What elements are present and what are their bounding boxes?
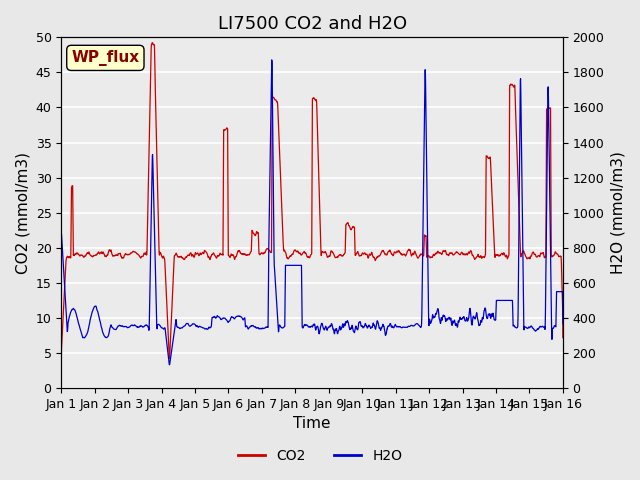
Y-axis label: H2O (mmol/m3): H2O (mmol/m3) <box>610 151 625 274</box>
Y-axis label: CO2 (mmol/m3): CO2 (mmol/m3) <box>15 152 30 274</box>
Legend: CO2, H2O: CO2, H2O <box>232 443 408 468</box>
Title: LI7500 CO2 and H2O: LI7500 CO2 and H2O <box>218 15 406 33</box>
Text: WP_flux: WP_flux <box>71 50 140 66</box>
X-axis label: Time: Time <box>293 417 331 432</box>
